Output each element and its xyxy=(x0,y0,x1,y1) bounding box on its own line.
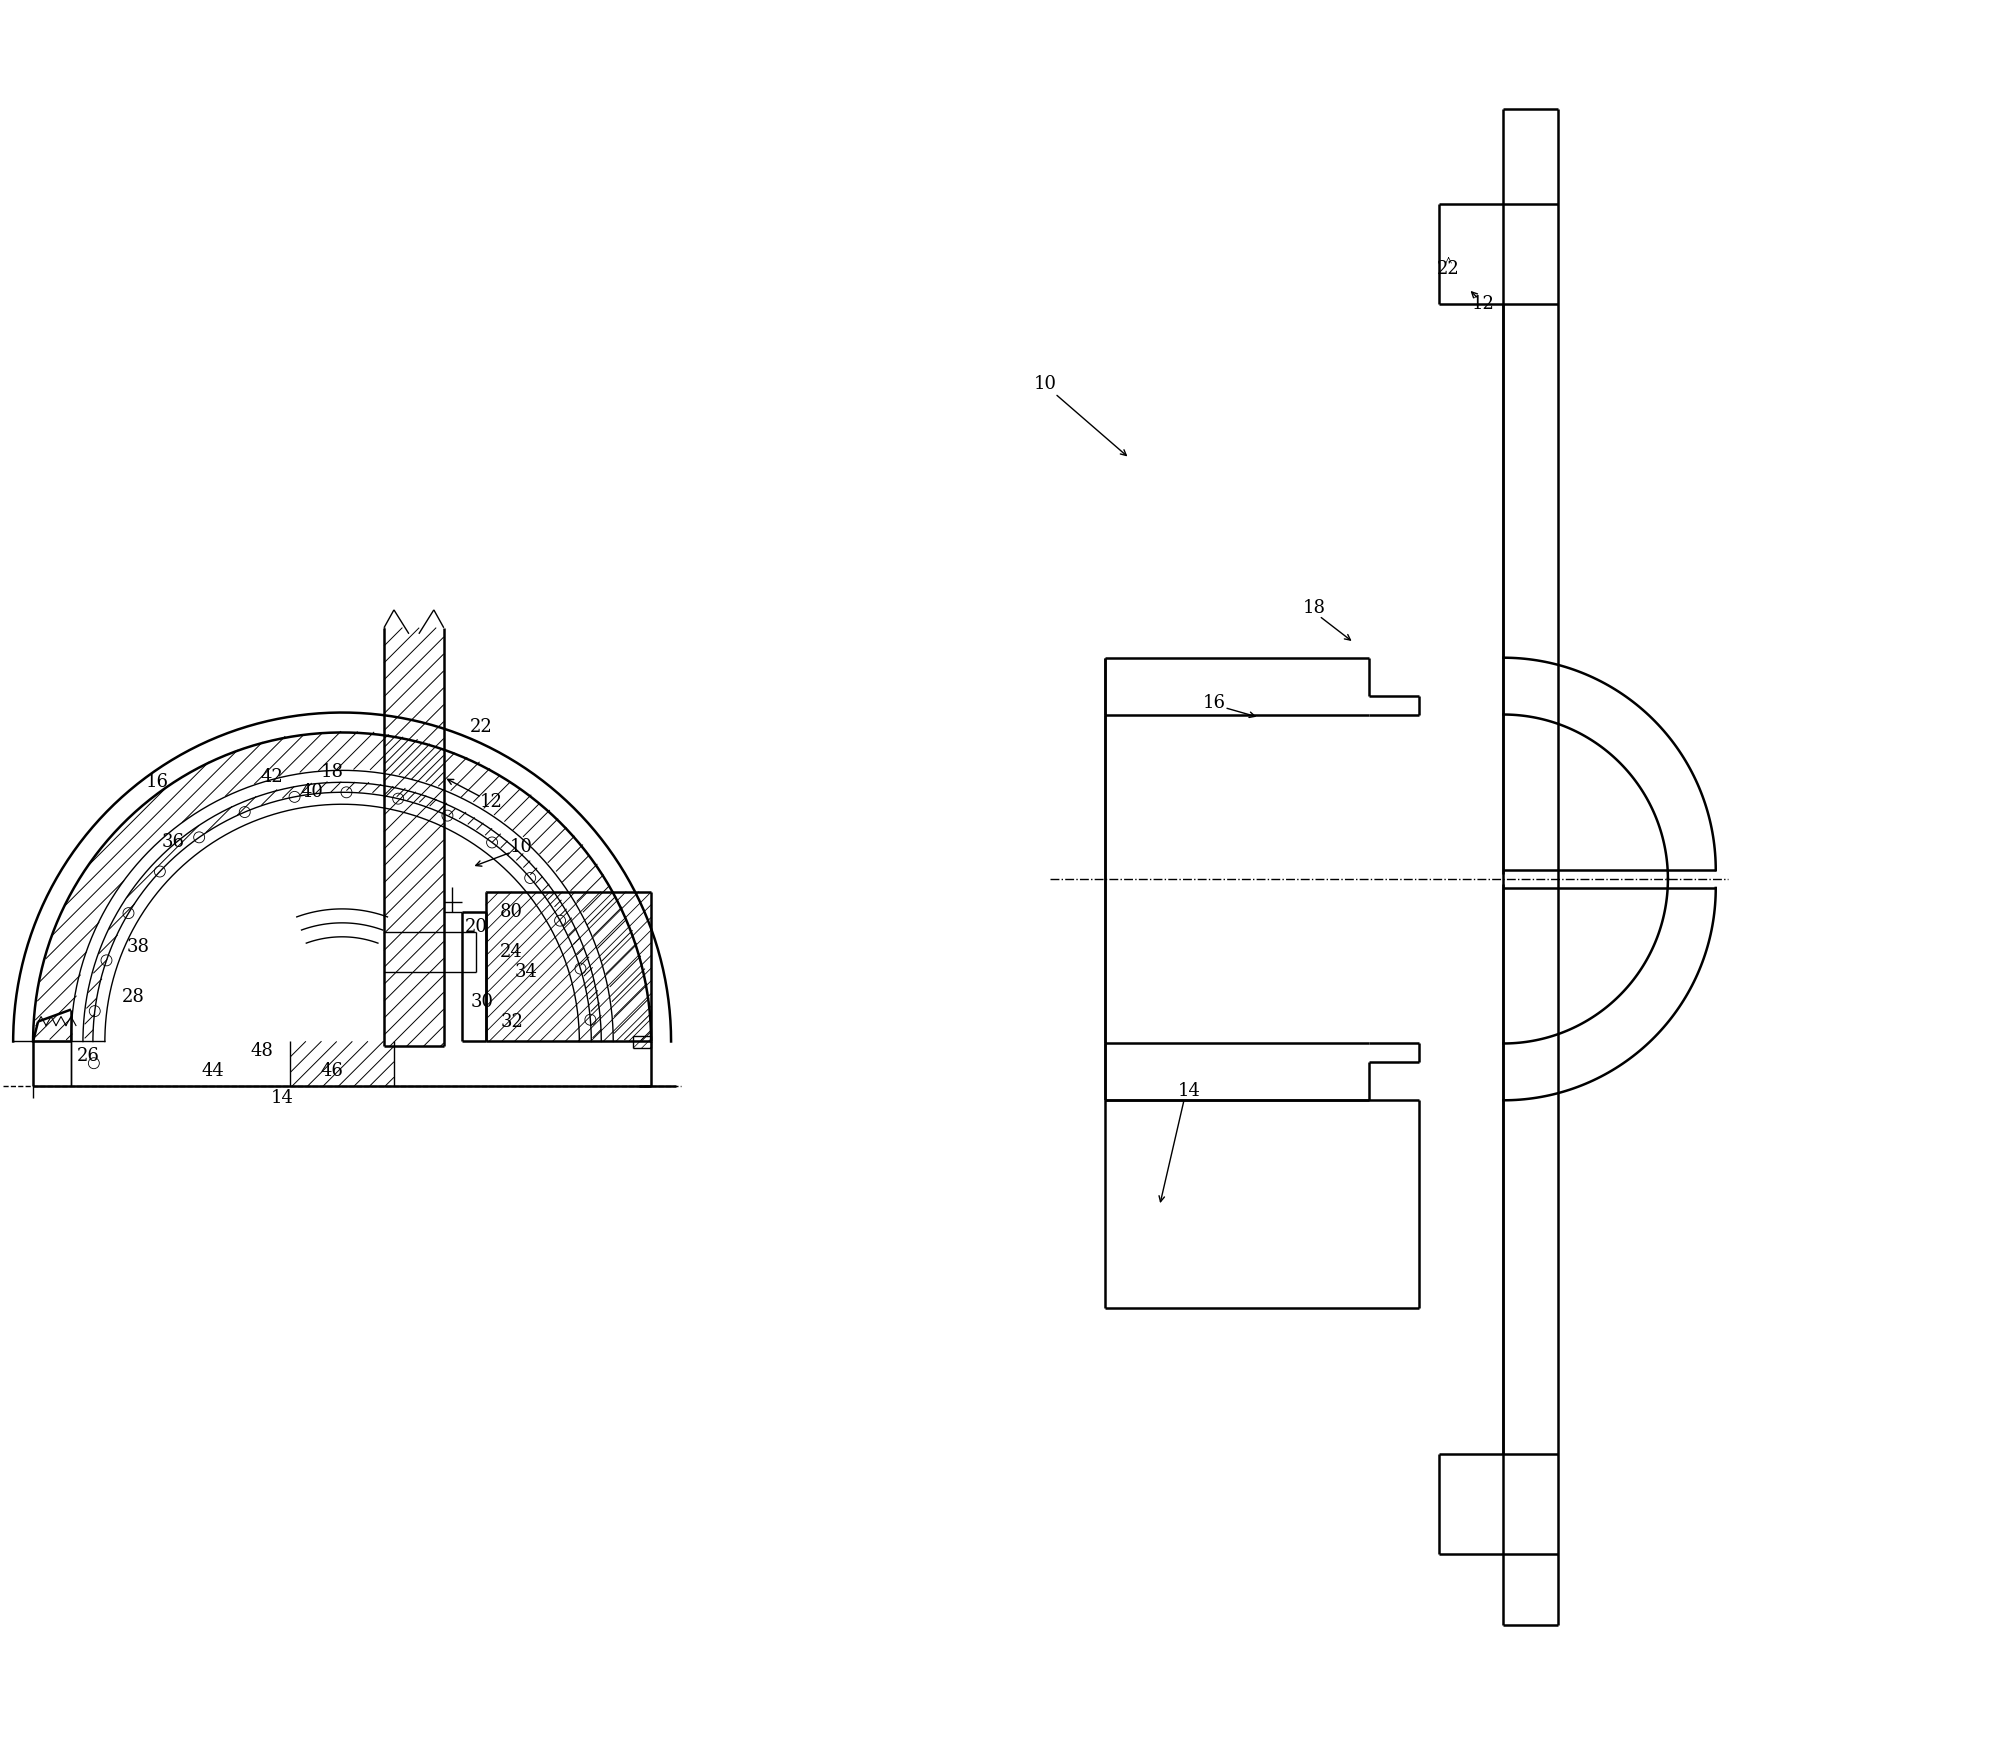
Text: 36: 36 xyxy=(161,833,183,850)
Text: 14: 14 xyxy=(1177,1082,1202,1100)
Text: 18: 18 xyxy=(1302,599,1327,617)
Text: 32: 32 xyxy=(500,1012,522,1031)
Text: 42: 42 xyxy=(260,768,284,787)
Text: 34: 34 xyxy=(516,963,538,980)
Text: 16: 16 xyxy=(1204,694,1226,712)
Text: 48: 48 xyxy=(250,1042,274,1061)
Text: 20: 20 xyxy=(466,917,488,936)
Text: 22: 22 xyxy=(470,719,494,736)
Text: 10: 10 xyxy=(510,838,532,856)
Text: 22: 22 xyxy=(1437,260,1460,278)
Text: 14: 14 xyxy=(270,1089,294,1107)
Text: 80: 80 xyxy=(500,903,522,921)
Text: 12: 12 xyxy=(480,792,504,812)
Text: 16: 16 xyxy=(147,773,169,791)
Text: 40: 40 xyxy=(300,784,325,801)
Text: 28: 28 xyxy=(121,987,145,1005)
Text: 30: 30 xyxy=(470,993,494,1010)
Text: 24: 24 xyxy=(500,944,522,961)
Text: 26: 26 xyxy=(77,1047,99,1065)
Text: 10: 10 xyxy=(1034,374,1056,392)
Text: 38: 38 xyxy=(127,938,149,956)
Text: 12: 12 xyxy=(1472,295,1496,313)
Text: 46: 46 xyxy=(321,1063,343,1081)
Text: 44: 44 xyxy=(202,1063,224,1081)
Text: 18: 18 xyxy=(321,763,343,782)
